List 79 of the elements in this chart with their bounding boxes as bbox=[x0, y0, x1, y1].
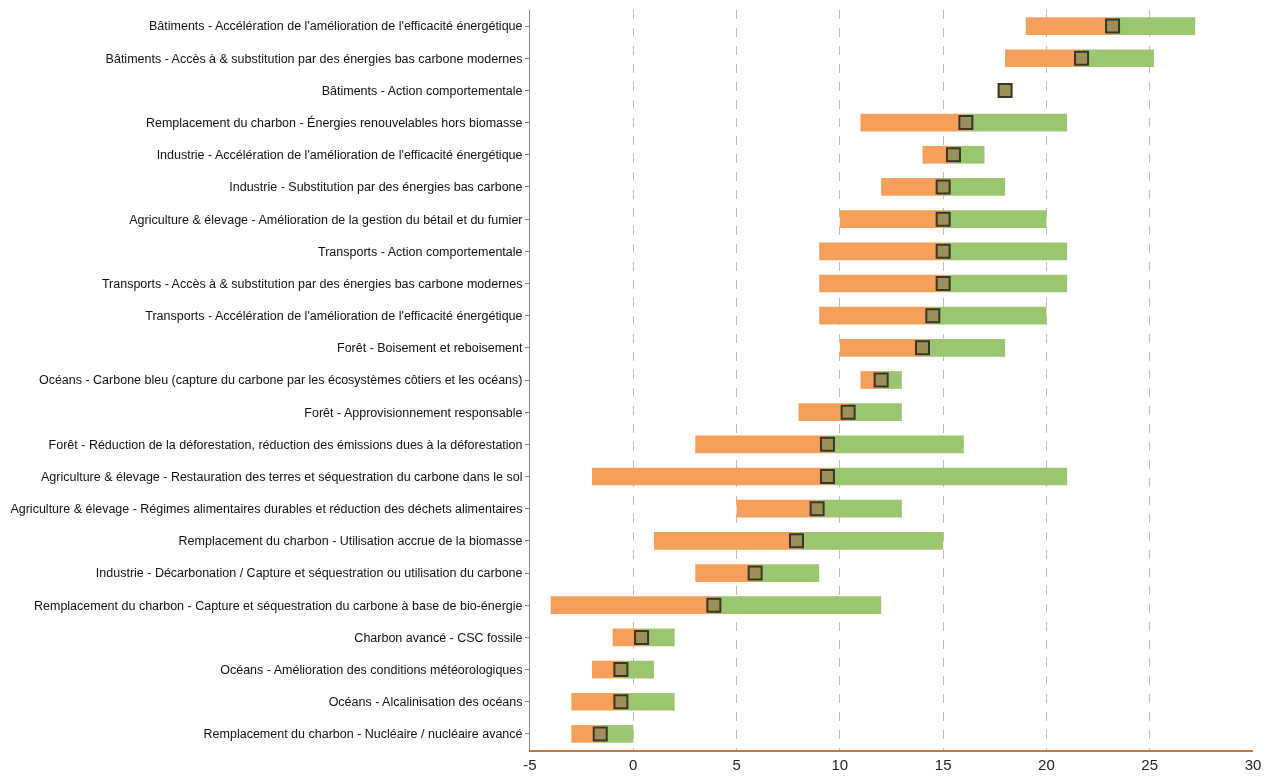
point bbox=[935, 179, 951, 195]
point bbox=[819, 469, 835, 485]
y-tick-label: Transports - Action comportementale bbox=[318, 244, 523, 259]
point bbox=[1105, 18, 1121, 34]
point bbox=[613, 662, 629, 678]
y-tick-label: Agriculture & élevage - Amélioration de la gestion du bétail et du fumier bbox=[129, 212, 523, 227]
x-tick-label: 10 bbox=[831, 756, 849, 773]
y-tick-label: Agriculture & élevage - Restauration des terres et séquestration du carbone dans le sol bbox=[40, 469, 523, 484]
y-tick-label: Forêt - Boisement et reboisement bbox=[337, 341, 524, 356]
y-tick-label: Charbon avancé - CSC fossile bbox=[354, 630, 523, 645]
x-tick-label: 25 bbox=[1141, 756, 1159, 773]
y-tick-label: Bâtiments - Accès à & substitution par des énergies bas carbone modernes bbox=[105, 51, 523, 66]
bar bbox=[819, 242, 944, 261]
point bbox=[914, 340, 930, 356]
y-tick-label: Agriculture & élevage - Régimes alimentaires durables et réduction des déchets alimentaires bbox=[10, 502, 523, 517]
y-tick-label: Industrie - Accélération de l'amélioration de l'efficacité énergétique bbox=[156, 148, 523, 163]
bar bbox=[965, 113, 1068, 132]
y-tick-label: Océans - Alcalinisation des océans bbox=[328, 695, 523, 710]
x-tick-label: 15 bbox=[934, 756, 952, 773]
point bbox=[935, 211, 951, 227]
bar bbox=[550, 596, 714, 615]
bar bbox=[839, 210, 944, 228]
bar bbox=[932, 306, 1047, 325]
x-tick-label: 0 bbox=[629, 756, 638, 773]
y-tick-label: Transports - Accès à & substitution par des énergies bas carbone modernes bbox=[101, 276, 523, 291]
bar bbox=[819, 306, 933, 325]
y-tick-label: Industrie - Décarbonation / Capture et séquestration ou utilisation du carbone bbox=[95, 566, 523, 581]
point bbox=[747, 565, 763, 581]
bar bbox=[827, 467, 1068, 486]
point bbox=[613, 694, 629, 710]
point bbox=[788, 533, 804, 549]
point bbox=[819, 436, 835, 452]
y-tick-label: Bâtiments - Accélération de l'amélioration de l'efficacité énergétique bbox=[148, 19, 523, 34]
bar bbox=[713, 596, 882, 615]
point bbox=[706, 597, 722, 613]
point bbox=[935, 275, 951, 291]
bar bbox=[736, 499, 818, 518]
bar bbox=[943, 210, 1047, 228]
y-tick-label: Remplacement du charbon - Nucléaire / nucléaire avancé bbox=[203, 727, 523, 742]
y-tick-label: Forêt - Réduction de la déforestation, réduction des émissions dues à la déforestation bbox=[48, 437, 523, 452]
point bbox=[809, 501, 825, 517]
y-tick-label: Industrie - Substitution par des énergies bas carbone bbox=[229, 180, 523, 195]
bar bbox=[922, 338, 1006, 357]
bar bbox=[817, 499, 902, 518]
bar bbox=[943, 274, 1068, 293]
y-tick-label: Transports - Accélération de l'amélioration de l'efficacité énergétique bbox=[145, 309, 523, 324]
x-tick-label: 5 bbox=[732, 756, 741, 773]
y-tick-label: Océans - Carbone bleu (capture du carbone par les écosystèmes côtiers et les océans) bbox=[38, 373, 523, 388]
x-tick-label: 20 bbox=[1038, 756, 1055, 773]
point bbox=[935, 243, 951, 259]
y-tick-label: Bâtiments - Action comportementale bbox=[321, 83, 523, 98]
bar bbox=[943, 242, 1068, 261]
point bbox=[634, 629, 650, 645]
bar bbox=[591, 467, 828, 486]
y-tick-label: Océans - Amélioration des conditions météorologiques bbox=[220, 662, 523, 677]
bar bbox=[839, 338, 923, 357]
point bbox=[840, 404, 856, 420]
point bbox=[873, 372, 889, 388]
bar bbox=[1081, 49, 1154, 68]
y-tick-label: Remplacement du charbon - Capture et séquestration du carbone à base de bio-énergie bbox=[33, 598, 523, 613]
x-tick-label: 30 bbox=[1244, 756, 1262, 773]
bar bbox=[796, 532, 944, 550]
bar bbox=[1025, 17, 1113, 35]
bar bbox=[1005, 49, 1082, 68]
bar bbox=[827, 435, 964, 454]
bar bbox=[695, 435, 828, 454]
point bbox=[997, 82, 1013, 98]
point bbox=[945, 147, 961, 163]
point bbox=[1074, 50, 1090, 66]
x-tick-label: -5 bbox=[523, 756, 537, 773]
point bbox=[925, 308, 941, 324]
bar bbox=[653, 532, 797, 550]
y-tick-label: Forêt - Approvisionnement responsable bbox=[304, 405, 523, 420]
bar bbox=[1112, 17, 1196, 35]
point bbox=[958, 115, 974, 131]
bar bbox=[819, 274, 944, 293]
y-tick-label: Remplacement du charbon - Énergies renouvelables hors biomasse bbox=[145, 114, 523, 130]
y-tick-label: Remplacement du charbon - Utilisation accrue de la biomasse bbox=[178, 534, 523, 549]
point bbox=[592, 726, 608, 742]
